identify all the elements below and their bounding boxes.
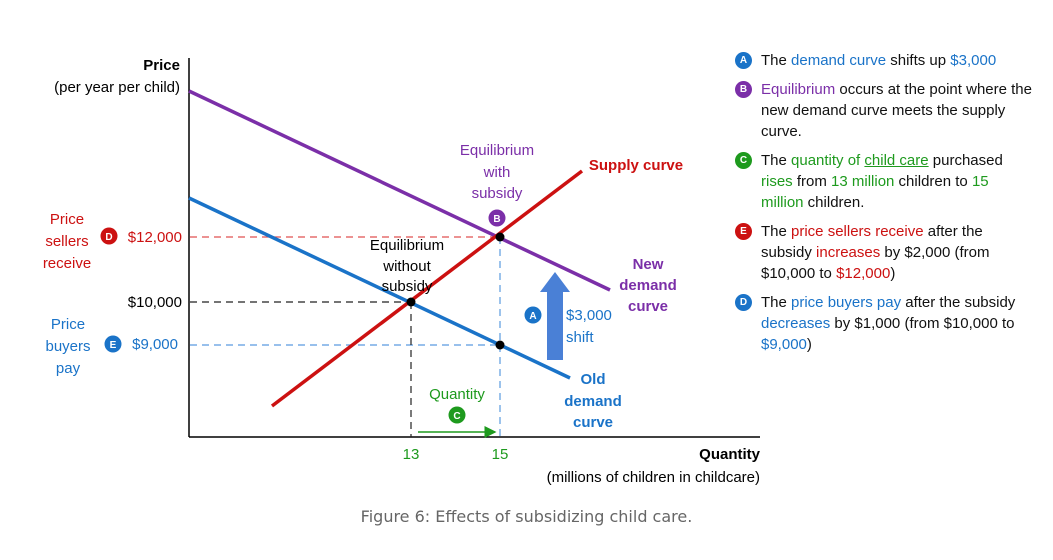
sellers-label-1: Price [50, 211, 84, 228]
eq-with-subsidy-3: subsidy [472, 185, 523, 202]
eq-without-subsidy-1: Equilibrium [370, 237, 444, 254]
badge-c-chart [448, 406, 466, 424]
y-axis-title: Price [143, 57, 180, 74]
price-12000-label: $12,000 [128, 229, 182, 246]
badge-d-chart [100, 227, 118, 245]
badge-b-chart [488, 209, 506, 227]
x-axis-title: Quantity [699, 446, 760, 463]
price-10000-label: $10,000 [128, 294, 182, 311]
legend-a-text: The demand curve shifts up $3,000 [761, 52, 997, 69]
legend-item-e: E The price sellers receive after the su… [735, 221, 1035, 284]
badge-e-icon: E [735, 223, 752, 240]
x-tick-15: 15 [492, 446, 509, 463]
legend-item-c: C The quantity of child care purchased r… [735, 150, 1035, 213]
eq-with-subsidy-1: Equilibrium [460, 142, 534, 159]
quantity-change-label: Quantity [429, 386, 485, 403]
badge-e-chart-letter: E [110, 340, 117, 351]
badge-d-chart-letter: D [105, 232, 112, 243]
new-demand-curve [188, 89, 611, 292]
equilibrium-without-subsidy-point [406, 297, 416, 307]
badge-c-icon: C [735, 152, 752, 169]
shift-label-1: $3,000 [566, 307, 612, 324]
badge-e-chart [104, 335, 122, 353]
buyers-label-3: pay [56, 360, 81, 377]
legend-panel: A The demand curve shifts up $3,000 B Eq… [735, 50, 1035, 363]
legend-item-d: D The price buyers pay after the subsidy… [735, 292, 1035, 355]
sellers-label-3: receive [43, 255, 91, 272]
old-demand-label-3: curve [573, 414, 613, 431]
buyers-label-2: buyers [45, 338, 90, 355]
legend-item-b: B Equilibrium occurs at the point where … [735, 79, 1035, 142]
equilibrium-with-subsidy-point [495, 232, 505, 242]
badge-a-icon: A [735, 52, 752, 69]
legend-e-text: The price sellers receive after the subs… [761, 223, 990, 282]
x-tick-13: 13 [403, 446, 420, 463]
legend-d-text: The price buyers pay after the subsidy d… [761, 294, 1016, 353]
supply-curve-label: Supply curve [589, 157, 683, 174]
legend-c-text: The quantity of child care purchased ris… [761, 152, 1003, 211]
supply-curve [270, 169, 584, 408]
price-9000-label: $9,000 [132, 336, 178, 353]
shift-label-2: shift [566, 329, 594, 346]
badge-c-chart-letter: C [453, 411, 460, 422]
eq-without-subsidy-3: subsidy [382, 278, 433, 295]
figure-caption: Figure 6: Effects of subsidizing child c… [360, 507, 693, 526]
new-demand-label-2: demand [619, 277, 677, 294]
legend-item-a: A The demand curve shifts up $3,000 [735, 50, 1035, 71]
shift-arrow [540, 272, 570, 360]
sellers-label-2: sellers [45, 233, 88, 250]
y-axis-subtitle: (per year per child) [54, 79, 180, 96]
old-demand-curve [188, 196, 571, 380]
buyers-price-point [495, 340, 505, 350]
eq-without-subsidy-2: without [382, 258, 431, 275]
legend-b-text: Equilibrium occurs at the point where th… [761, 81, 1032, 140]
eq-with-subsidy-2: with [483, 164, 511, 181]
badge-b-chart-letter: B [493, 214, 500, 225]
badge-a-chart [524, 306, 542, 324]
buyers-label-1: Price [51, 316, 85, 333]
old-demand-label-2: demand [564, 393, 622, 410]
x-axis-subtitle: (millions of children in childcare) [547, 469, 760, 486]
badge-b-icon: B [735, 81, 752, 98]
old-demand-label-1: Old [581, 371, 606, 388]
badge-d-icon: D [735, 294, 752, 311]
new-demand-label-1: New [633, 256, 664, 273]
new-demand-label-3: curve [628, 298, 668, 315]
badge-a-chart-letter: A [529, 311, 536, 322]
